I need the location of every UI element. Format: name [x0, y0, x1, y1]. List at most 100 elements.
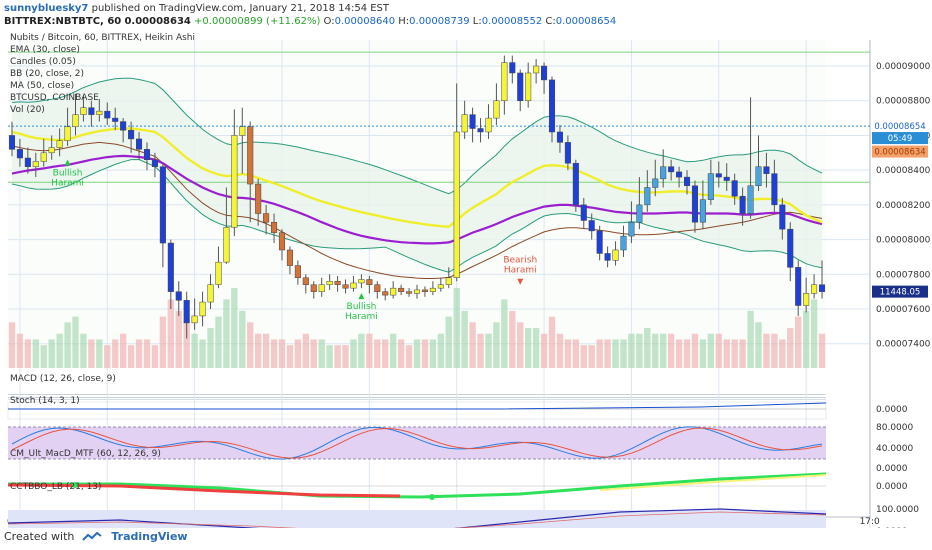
volume-bar [501, 299, 508, 368]
bb-upper-line [11, 77, 823, 195]
candle-body [263, 213, 270, 223]
cctbbo-signal-line [7, 511, 827, 528]
volume-bar [588, 345, 595, 368]
cm-title[interactable]: CM_Ult_MacD_MTF (60, 12, 26, 9) [10, 449, 161, 459]
volume-bar [175, 310, 182, 368]
candle-body [255, 183, 262, 214]
candle-body [501, 62, 508, 101]
volume-bar [239, 310, 246, 368]
candle-body [644, 187, 651, 206]
legend-ma[interactable]: MA (50, close) [10, 81, 75, 91]
candle-body [199, 301, 206, 317]
candle-body [668, 166, 675, 173]
cctbbo-title[interactable]: CCTBBO_LB (21, 13) [10, 482, 102, 492]
cm-axis-label: 0.0000 [876, 482, 908, 492]
price-change: +0.00000899 (+11.62%) [194, 16, 321, 27]
candle-body [112, 117, 119, 122]
legend-vol[interactable]: Vol (20) [10, 105, 45, 115]
volume-bar [127, 345, 135, 368]
candle-body [660, 166, 667, 180]
candle-body [8, 135, 16, 150]
volume-bar [707, 333, 715, 368]
candle-body [310, 284, 317, 292]
candle-body [580, 204, 587, 221]
volume-bar [88, 339, 95, 368]
btc-price-badge-bg [872, 285, 928, 298]
volume-bar [763, 333, 770, 368]
tradingview-brand[interactable]: TradingView [111, 530, 188, 543]
open-value: 0.00008640 [334, 16, 396, 27]
legend-candles[interactable]: Candles (0.05) [10, 57, 76, 67]
candle-body [382, 291, 389, 296]
y-tick-label: 0.00008800 [876, 97, 931, 107]
candle-body [231, 135, 238, 228]
close-price-badge-bg [872, 145, 928, 158]
price-chart[interactable]: 0.00007400 0.00007600 0.00007800 0.00008000… [0, 28, 932, 528]
volume-bar [262, 333, 270, 368]
volume-bar [247, 322, 254, 368]
volume-bar [715, 333, 722, 368]
candle-body [16, 149, 23, 159]
y-tick-label: 0.00008200 [876, 201, 931, 211]
candle-body [541, 65, 548, 81]
legend-bb[interactable]: BB (20, close, 2) [10, 69, 85, 79]
candle-body [596, 230, 603, 254]
macd-line [8, 402, 827, 410]
volume-bar [254, 333, 262, 368]
volume-bar [525, 328, 532, 368]
author-link[interactable]: sunnybluesky7 [4, 3, 89, 14]
volume-bar [667, 333, 675, 368]
candle-body [247, 126, 254, 185]
volume-bar [509, 310, 516, 368]
symbol-label[interactable]: BITTREX:NBTBTC, 60 [4, 16, 122, 27]
volume-bar [350, 339, 357, 368]
volume-bar [104, 345, 111, 368]
stoch-title[interactable]: Stoch (14, 3, 1) [10, 396, 80, 406]
candle-body [64, 126, 71, 141]
volume-bar [731, 339, 738, 368]
pattern-label: Bullish [347, 302, 377, 312]
volume-bar [389, 333, 397, 368]
volume-bar [135, 339, 143, 368]
volume-bar [818, 333, 826, 368]
volume-bar [151, 345, 159, 368]
indicator-legend: Nubits / Bitcoin, 60, BITTREX, Heikin As… [10, 32, 195, 116]
volume-bar [604, 339, 611, 368]
volume-bar [183, 322, 190, 368]
candle-body [811, 284, 818, 294]
volume-bar [112, 339, 119, 368]
candle-body [374, 284, 381, 292]
volume-bar [660, 333, 667, 368]
stoch-band-bg [8, 427, 826, 459]
legend-main[interactable]: Nubits / Bitcoin, 60, BITTREX, Heikin As… [10, 33, 196, 43]
macd-title[interactable]: MACD (12, 26, close, 9) [10, 374, 116, 384]
candle-body [358, 279, 365, 284]
candle-body [143, 149, 151, 160]
candle-body [731, 180, 738, 197]
volume-bar [596, 339, 603, 368]
candle-body [390, 287, 397, 296]
cm-cross-dot [429, 494, 435, 500]
legend-btc[interactable]: BTCUSD, COINBASE [10, 93, 99, 103]
candle-body [302, 277, 309, 285]
candle-body [525, 72, 532, 101]
candle-body [628, 221, 635, 237]
pane-divider [8, 394, 826, 395]
legend-ema[interactable]: EMA (30, close) [10, 45, 80, 55]
volume-bar [231, 288, 238, 368]
candle-body [398, 287, 405, 292]
candle-body [453, 131, 460, 279]
pattern-label: Bearish [503, 256, 537, 266]
low-label: L: [472, 16, 482, 27]
volume-bar [532, 328, 540, 368]
volume-bar [485, 333, 492, 368]
candle-body [517, 72, 524, 101]
candle-body [413, 289, 421, 294]
volume-bar [787, 328, 794, 368]
volume-bar [739, 339, 746, 368]
volume-bar [437, 333, 445, 368]
candle-body [556, 131, 563, 143]
last-price: 0.00008634 [124, 16, 191, 27]
pane-divider [8, 397, 826, 398]
candle-body [715, 173, 722, 178]
